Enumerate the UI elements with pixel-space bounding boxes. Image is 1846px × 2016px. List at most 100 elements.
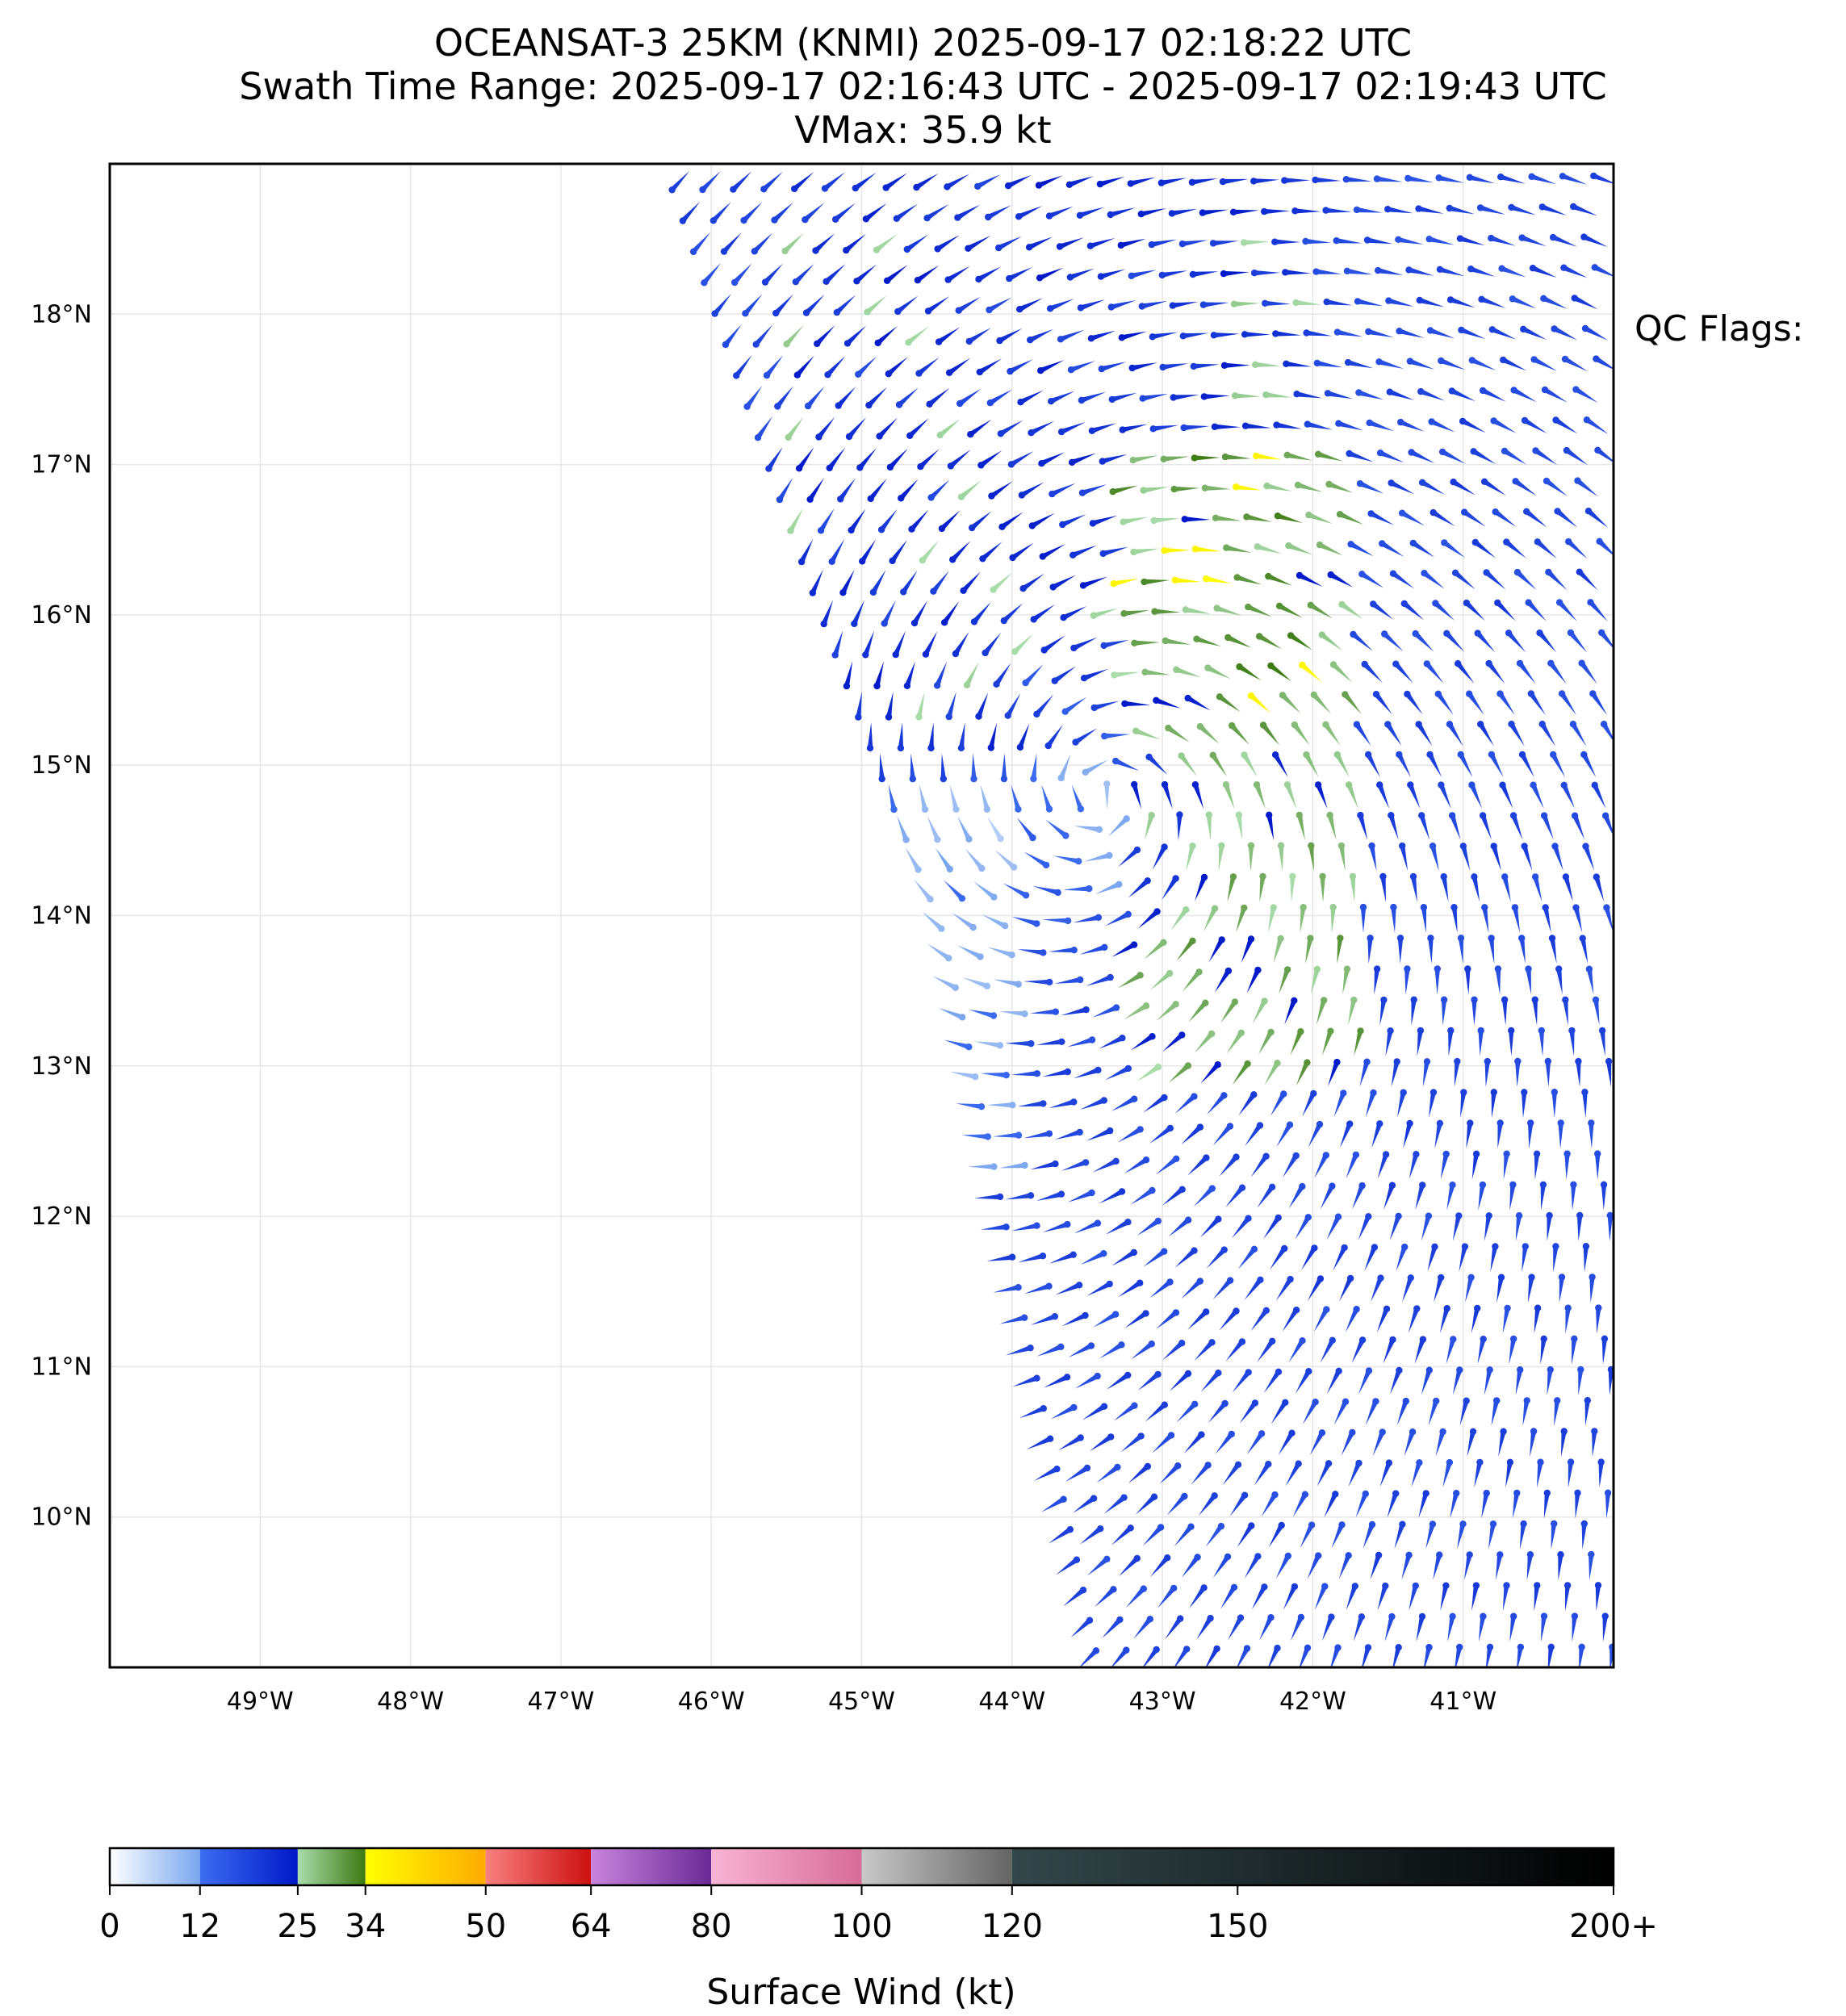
wind-vector-head (1446, 721, 1454, 728)
wind-vector (1206, 814, 1212, 841)
wind-vector-head (1003, 1072, 1010, 1079)
wind-vector (1409, 358, 1435, 370)
wind-vector (1275, 1554, 1291, 1579)
lat-tick-label: 11°N (31, 1353, 92, 1381)
wind-vector-head (1161, 546, 1168, 554)
wind-vector (1383, 1184, 1395, 1210)
wind-vector (1225, 1186, 1245, 1207)
wind-vector-head (1440, 996, 1448, 1003)
wind-vector-head (817, 527, 825, 534)
wind-vector-head (1575, 1057, 1582, 1065)
wind-vector-head (1525, 965, 1532, 972)
wind-vector (1400, 845, 1409, 872)
wind-vector-head (1477, 721, 1484, 728)
wind-vector-head (1438, 781, 1445, 788)
wind-vector (1232, 1062, 1250, 1085)
wind-vector-head (774, 403, 781, 410)
wind-vector-head (1211, 1492, 1218, 1499)
wind-vector-head (1540, 295, 1547, 302)
wind-vector-head (1173, 1155, 1180, 1163)
wind-vector-head (1196, 1278, 1204, 1285)
wind-vector-head (1329, 1336, 1337, 1344)
wind-vector-head (765, 465, 772, 472)
wind-vector-head (1423, 1058, 1431, 1065)
wind-vector (1082, 576, 1108, 588)
wind-vector-head (1030, 775, 1037, 783)
wind-vector (1358, 1370, 1371, 1395)
wind-vector-head (1161, 843, 1168, 851)
wind-vector-head (997, 430, 1005, 437)
wind-vector (1244, 1554, 1261, 1579)
wind-vector (1396, 1246, 1408, 1272)
wind-vector-head (1035, 182, 1043, 189)
wind-vector (1100, 362, 1127, 372)
wind-vector-head (1598, 1027, 1606, 1035)
wind-vector-head (1236, 663, 1243, 671)
wind-vector-head (1161, 1401, 1169, 1408)
wind-vector-head (1555, 599, 1563, 606)
wind-vector-head (1291, 1583, 1299, 1591)
wind-vector (1335, 753, 1350, 778)
wind-vector (1017, 949, 1044, 956)
wind-vector-head (881, 620, 888, 627)
wind-vector (1166, 726, 1190, 742)
wind-vector (1212, 1278, 1233, 1300)
wind-vector-head (1269, 1337, 1276, 1345)
wind-vector-head (804, 402, 812, 410)
wind-vector-head (1534, 1304, 1542, 1311)
wind-vector (1002, 603, 1023, 623)
wind-vector (1511, 814, 1523, 840)
wind-vector-head (1310, 1090, 1317, 1098)
wind-vector-head (959, 1014, 966, 1021)
wind-vector-head (821, 185, 829, 192)
wind-vector-head (1407, 1274, 1415, 1282)
wind-vector-head (1204, 1462, 1212, 1469)
wind-vector (855, 264, 877, 283)
wind-vector-head (1033, 1222, 1040, 1229)
wind-vector-head (1355, 1459, 1363, 1467)
wind-vector-head (1501, 447, 1509, 455)
wind-vector-head (1392, 660, 1400, 667)
wind-vector (1502, 1585, 1509, 1612)
wind-vector-head (1439, 1428, 1446, 1436)
wind-vector (1569, 1030, 1575, 1056)
wind-vector-head (1404, 690, 1411, 698)
wind-vector (1144, 579, 1170, 585)
wind-vector-head (1501, 996, 1509, 1003)
wind-vector (1048, 1527, 1072, 1544)
wind-vector-head (1358, 1182, 1366, 1190)
wind-vector (1509, 1338, 1517, 1365)
wind-vector-head (952, 984, 960, 992)
wind-vector-head (1283, 781, 1291, 788)
wind-vector-head (1418, 812, 1425, 819)
wind-vector-head (933, 682, 941, 689)
wind-vector-head (1301, 1491, 1309, 1498)
wind-vector-head (1425, 236, 1433, 243)
wind-vector-head (862, 215, 870, 223)
wind-vector-head (1172, 1001, 1179, 1008)
wind-vector (1268, 1524, 1284, 1548)
wind-vector (1194, 1186, 1215, 1207)
wind-vector-head (1119, 1035, 1126, 1042)
wind-vector-head (1522, 1243, 1530, 1250)
wind-vector (1220, 1000, 1237, 1023)
wind-vector (1031, 753, 1037, 780)
wind-vector (1438, 175, 1464, 183)
wind-vector-head (1112, 757, 1120, 765)
wind-vector-head (1194, 1554, 1201, 1561)
wind-vector (785, 324, 804, 346)
wind-vector (1307, 1277, 1323, 1302)
wind-vector (1321, 1616, 1334, 1642)
wind-vector-head (1334, 1644, 1342, 1651)
wind-vector-head (915, 866, 922, 873)
wind-vector (1593, 999, 1600, 1026)
wind-vector (1509, 1184, 1516, 1211)
wind-vector-head (906, 432, 914, 439)
wind-vector (1515, 1215, 1522, 1241)
wind-vector-head (1164, 1554, 1171, 1562)
wind-vector (1580, 938, 1589, 964)
wind-vector-head (1237, 1614, 1245, 1621)
wind-vector (1496, 1277, 1505, 1303)
wind-vector (1555, 509, 1578, 528)
wind-vector-head (1307, 935, 1314, 942)
